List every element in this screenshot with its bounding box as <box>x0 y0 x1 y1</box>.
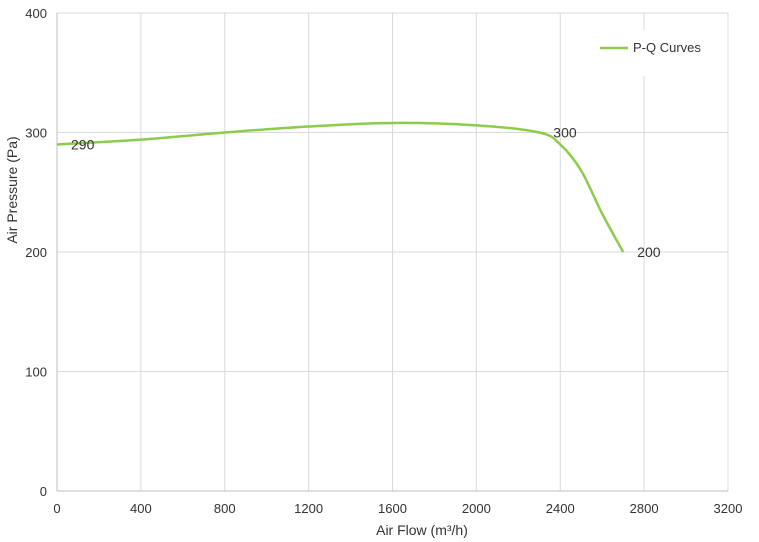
x-tick-label: 2400 <box>546 501 575 516</box>
x-tick-label: 0 <box>53 501 60 516</box>
x-tick-label: 1600 <box>378 501 407 516</box>
x-axis-title: Air Flow (m³/h) <box>376 522 468 538</box>
series-line-pq-curves <box>56 121 625 253</box>
y-tick-label: 100 <box>25 365 47 380</box>
x-tick-label: 2800 <box>630 501 659 516</box>
y-tick-label: 0 <box>40 484 47 499</box>
x-tick-label: 3200 <box>714 501 743 516</box>
y-tick-label: 200 <box>25 245 47 260</box>
legend: P-Q Curves <box>590 30 708 76</box>
legend-background <box>590 30 708 76</box>
y-tick-label: 300 <box>25 126 47 141</box>
axes <box>56 13 728 492</box>
legend-label: P-Q Curves <box>633 40 701 55</box>
data-label: 290 <box>71 136 95 152</box>
x-tick-label: 2000 <box>462 501 491 516</box>
data-label: 200 <box>637 244 661 260</box>
x-tick-label: 800 <box>214 501 236 516</box>
x-tick-label: 1200 <box>294 501 323 516</box>
tick-labels: 0 400 800 1200 1600 2000 2400 2800 3200 0 100 200 30… <box>25 6 742 516</box>
x-tick-label: 400 <box>130 501 152 516</box>
y-tick-label: 400 <box>25 6 47 21</box>
data-label: 300 <box>553 125 577 141</box>
data-labels: 290 300 200 <box>71 125 661 261</box>
y-axis-title: Air Pressure (Pa) <box>4 136 20 243</box>
grid-lines <box>57 12 729 491</box>
